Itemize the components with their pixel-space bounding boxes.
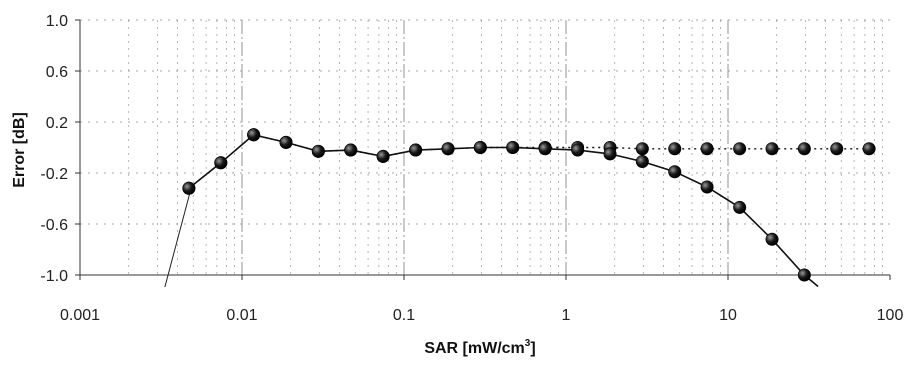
series-solid-point [571, 143, 585, 157]
series-solid-point [409, 143, 423, 157]
series-dotted-point [668, 142, 682, 156]
x-axis-title-main: SAR [mW/cm [424, 340, 524, 357]
series-solid-point [376, 149, 390, 163]
series-solid-line [188, 133, 819, 287]
series-solid-point [182, 181, 196, 195]
x-tick-label: 1 [562, 307, 571, 324]
series-dotted-point [830, 142, 844, 156]
series-solid-point [506, 141, 520, 155]
series-solid-point [214, 156, 228, 170]
series-dotted-point [700, 142, 714, 156]
series-dotted-point [765, 142, 779, 156]
y-tick-label: 0.2 [46, 115, 68, 132]
x-tick-label: 10 [719, 307, 737, 324]
x-tick-label: 0.01 [226, 307, 257, 324]
series-solid-point [441, 142, 455, 156]
x-tick-label: 100 [877, 307, 904, 324]
y-tick-label: -1.0 [40, 268, 68, 285]
series-solid-point [344, 143, 358, 157]
x-axis-title-end: ] [530, 340, 535, 357]
series-solid-point [635, 155, 649, 169]
tick-labels: 1.0 0.6 0.2 -0.2 -0.6 -1.0 0.001 0.01 0.1 1 10 100 [40, 13, 903, 324]
x-tick-label: 0.001 [60, 307, 100, 324]
series-dotted-point [862, 142, 876, 156]
y-tick-label: -0.2 [40, 166, 68, 183]
series-solid-point [473, 141, 487, 155]
series-low-end-line [164, 190, 191, 287]
series-solid-point [538, 142, 552, 156]
y-tick-label: 0.6 [46, 64, 68, 81]
series-solid-point [247, 128, 261, 142]
x-axis-title: SAR [mW/cm3] [424, 338, 535, 357]
series-dotted-point [797, 142, 811, 156]
series-solid-point [603, 147, 617, 161]
axes [75, 19, 891, 280]
series-solid-point [311, 144, 325, 158]
series-solid-point [797, 268, 811, 282]
series-solid-point [733, 200, 747, 214]
series-dotted-point [733, 142, 747, 156]
x-tick-label: 0.1 [393, 307, 415, 324]
x-axis-title-superscript: 3 [525, 338, 531, 349]
series-solid-point [279, 135, 293, 149]
y-tick-label: 1.0 [46, 13, 68, 30]
series-solid-point [765, 232, 779, 246]
series-solid-point [700, 180, 714, 194]
series-dotted-point [635, 142, 649, 156]
series-solid-point [668, 165, 682, 179]
y-axis-title: Error [dB] [11, 112, 28, 188]
series [164, 128, 876, 287]
y-tick-label: -0.6 [40, 217, 68, 234]
